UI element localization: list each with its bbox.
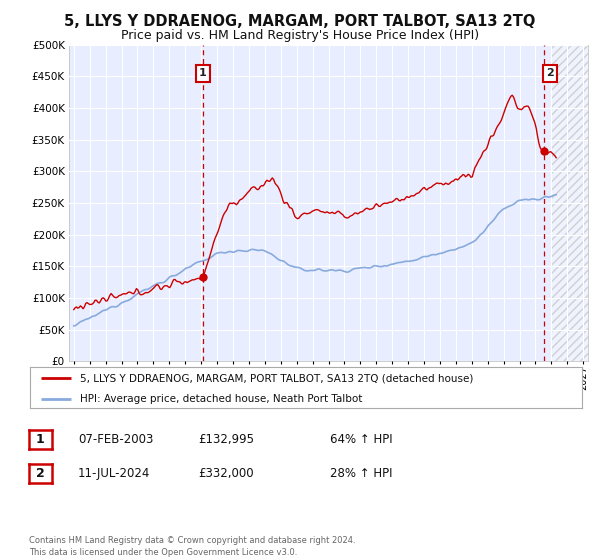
Text: Price paid vs. HM Land Registry's House Price Index (HPI): Price paid vs. HM Land Registry's House … xyxy=(121,29,479,42)
Text: Contains HM Land Registry data © Crown copyright and database right 2024.
This d: Contains HM Land Registry data © Crown c… xyxy=(29,536,355,557)
Text: 5, LLYS Y DDRAENOG, MARGAM, PORT TALBOT, SA13 2TQ: 5, LLYS Y DDRAENOG, MARGAM, PORT TALBOT,… xyxy=(64,14,536,29)
Text: 11-JUL-2024: 11-JUL-2024 xyxy=(78,466,151,480)
Text: 07-FEB-2003: 07-FEB-2003 xyxy=(78,433,154,446)
Polygon shape xyxy=(551,45,588,361)
Text: 28% ↑ HPI: 28% ↑ HPI xyxy=(330,466,392,480)
Text: 1: 1 xyxy=(36,433,44,446)
Text: HPI: Average price, detached house, Neath Port Talbot: HPI: Average price, detached house, Neat… xyxy=(80,394,362,404)
Text: 64% ↑ HPI: 64% ↑ HPI xyxy=(330,433,392,446)
Text: £132,995: £132,995 xyxy=(198,433,254,446)
Text: 2: 2 xyxy=(36,466,44,480)
Text: 5, LLYS Y DDRAENOG, MARGAM, PORT TALBOT, SA13 2TQ (detached house): 5, LLYS Y DDRAENOG, MARGAM, PORT TALBOT,… xyxy=(80,374,473,383)
Text: 2: 2 xyxy=(547,68,554,78)
Text: £332,000: £332,000 xyxy=(198,466,254,480)
Text: 1: 1 xyxy=(199,68,206,78)
